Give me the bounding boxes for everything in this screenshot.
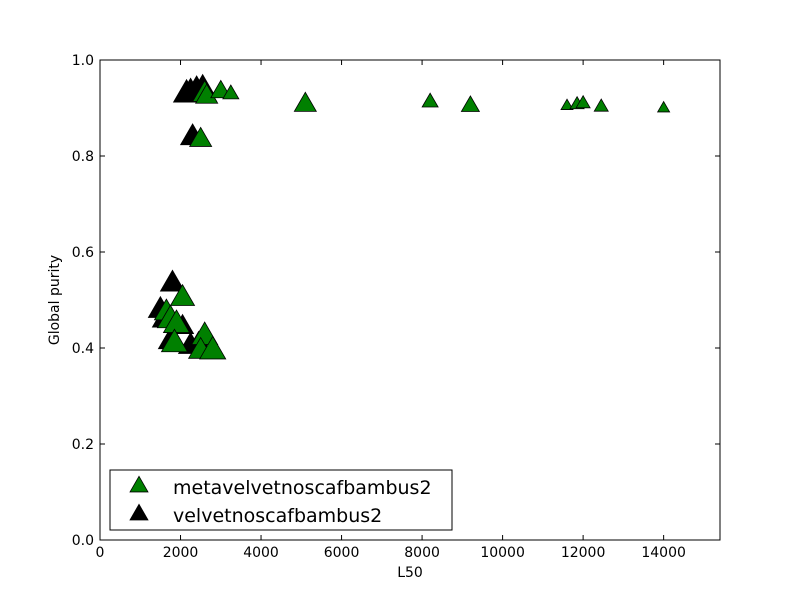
- legend-label-velvetnoscafbambus2: velvetnoscafbambus2: [173, 505, 382, 527]
- data-marks: [147, 73, 671, 360]
- x-axis-title: L50: [397, 565, 423, 581]
- y-tick-label: 1.0: [72, 53, 94, 69]
- legend-marker-velvetnoscafbambus2: [129, 503, 149, 521]
- plot-frame: [99, 59, 721, 541]
- point-metavelvetnoscafbambus2-17: [160, 328, 189, 353]
- point-metavelvetnoscafbambus2-5: [293, 91, 318, 112]
- point-metavelvetnoscafbambus2-7: [460, 95, 481, 112]
- x-tick-label: 2000: [163, 545, 199, 561]
- x-tick-label: 12000: [561, 545, 606, 561]
- x-tick-label: 10000: [480, 545, 525, 561]
- y-tick-label: 0.4: [72, 341, 94, 357]
- point-metavelvetnoscafbambus2-20: [199, 335, 227, 360]
- x-tick-label: 0: [96, 545, 105, 561]
- axis-ticks: 0 2000 4000 6000 8000 10000 12000 14000 0.0 0.2 0.…: [72, 53, 720, 561]
- point-velvetnoscafbambus2-6: [159, 269, 186, 292]
- legend: metavelvetnoscafbambus2 velvetnoscafbamb…: [109, 469, 453, 531]
- point-metavelvetnoscafbambus2-11: [593, 98, 609, 112]
- y-tick-label: 0.8: [72, 149, 94, 165]
- x-tick-label: 14000: [641, 545, 686, 561]
- legend-marker-metavelvetnoscafbambus2: [129, 475, 149, 493]
- point-metavelvetnoscafbambus2-3: [222, 84, 240, 100]
- point-metavelvetnoscafbambus2-13: [169, 283, 196, 306]
- y-tick-label: 0.0: [72, 533, 94, 549]
- point-metavelvetnoscafbambus2-12: [656, 100, 671, 113]
- point-metavelvetnoscafbambus2-1: [194, 83, 219, 104]
- x-tick-label: 6000: [324, 545, 360, 561]
- point-metavelvetnoscafbambus2-8: [560, 98, 574, 110]
- legend-box: [109, 469, 453, 531]
- y-tick-label: 0.2: [72, 437, 94, 453]
- point-metavelvetnoscafbambus2-6: [421, 92, 439, 108]
- x-tick-label: 4000: [243, 545, 279, 561]
- legend-label-metavelvetnoscafbambus2: metavelvetnoscafbambus2: [173, 477, 432, 499]
- point-metavelvetnoscafbambus2-10: [575, 94, 591, 109]
- y-tick-label: 0.6: [72, 245, 94, 261]
- y-axis-title: Global purity: [47, 255, 63, 345]
- x-tick-label: 8000: [404, 545, 440, 561]
- point-metavelvetnoscafbambus2-4: [188, 126, 213, 147]
